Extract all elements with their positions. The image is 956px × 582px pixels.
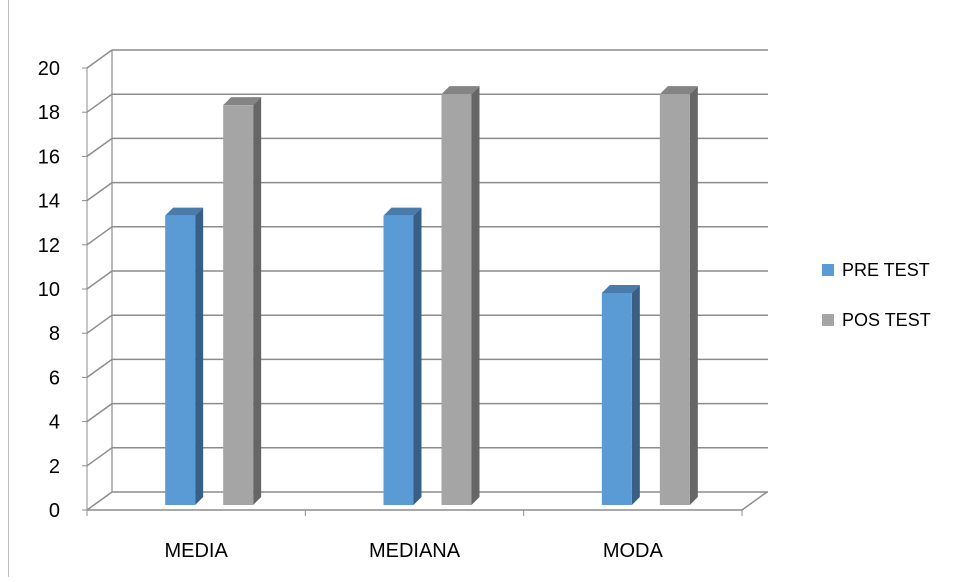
bar-front [601,293,632,505]
bar-front [441,94,472,505]
y-tick-label: 14 [38,191,60,213]
legend-swatch-pos-test [822,314,834,326]
floor-side-edge [741,491,768,511]
bar-pos-test-media [223,97,262,506]
y-tick-label: 10 [38,279,60,301]
bar-pos-test-mediana [441,86,480,505]
bar-front [165,215,196,505]
gridline-side [86,447,113,467]
gridline-side [86,491,113,511]
y-tick-label: 20 [38,58,60,80]
gridline-side [86,358,113,379]
bar-top [223,97,262,106]
bar-side [253,97,262,506]
y-tick-label: 4 [49,412,60,434]
bar-side [413,207,422,505]
legend-swatch-pre-test [822,264,834,276]
bar-front [383,215,414,505]
bars [165,86,698,506]
y-tick-label: 2 [49,456,60,478]
bar-side [689,86,698,505]
bar-pos-test-moda [659,86,698,505]
bar-pre-test-moda [601,285,640,505]
gridline-side [86,49,113,69]
x-tick-label: MEDIA [164,540,228,562]
y-tick-label: 6 [49,367,60,389]
bar-top [165,207,204,216]
gridline-side [86,270,113,290]
bar-top [601,285,640,293]
gridline-side [86,93,113,113]
y-tick-label: 0 [49,500,60,522]
y-tick-label: 16 [38,146,60,168]
gridline-side [86,181,113,202]
x-tick-label: MEDIANA [369,540,461,562]
bar-top [441,86,480,95]
gridline-side [86,137,113,158]
y-tick-label: 8 [49,323,60,345]
bar-front [223,105,254,506]
gridlines [86,49,768,511]
gridline-side [86,314,113,334]
left-border-line [8,0,9,577]
bar-pre-test-mediana [383,207,422,505]
legend-label-pre-test: PRE TEST [842,260,930,280]
bar-top [383,207,422,216]
gridline-side [86,402,113,423]
gridline-side [86,226,113,246]
bar-front [659,94,690,505]
x-axis-ticks: MEDIA MEDIANA MODA [86,510,743,562]
bar-side [471,86,480,505]
y-axis-ticks: 0 2 4 6 8 10 12 14 16 18 20 [38,58,87,522]
y-tick-label: 18 [38,102,60,124]
x-tick-label: MODA [603,540,664,562]
bar-side [631,285,640,505]
legend-label-pos-test: POS TEST [842,310,931,330]
y-tick-label: 12 [38,235,60,257]
legend: PRE TEST POS TEST [822,260,931,330]
bar-pre-test-media [165,207,204,505]
bar-top [659,86,698,95]
bar-side [195,207,204,505]
